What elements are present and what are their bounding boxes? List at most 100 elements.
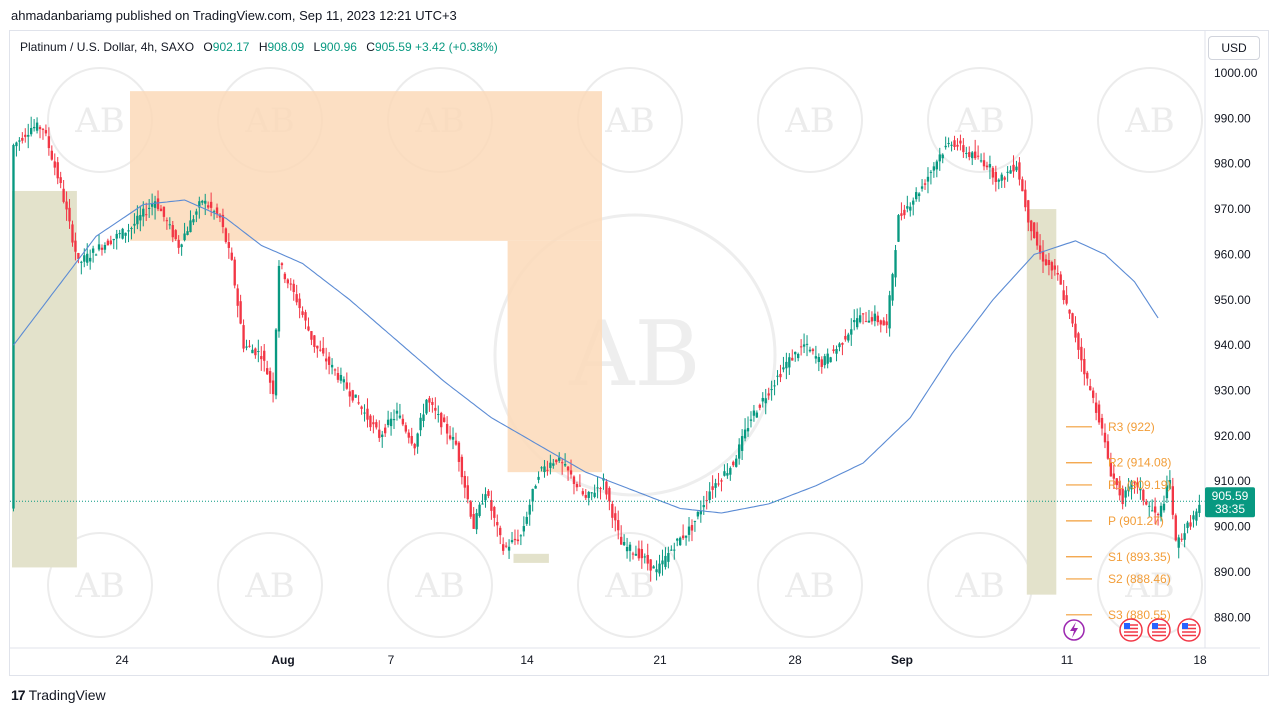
candle-body <box>537 476 540 480</box>
candle-body <box>133 223 136 226</box>
candle-body <box>932 166 936 171</box>
tradingview-logo[interactable]: 17 TradingView <box>11 687 106 703</box>
candle-body <box>891 274 894 301</box>
candle-body <box>912 200 915 205</box>
pivot-label-p: P (901.27) <box>1108 514 1164 528</box>
watermark-text: AB <box>604 101 655 141</box>
watermark-circle <box>217 532 323 638</box>
us-flag-icon[interactable] <box>1119 618 1143 642</box>
candle-body <box>1092 390 1095 398</box>
candle-body <box>490 500 493 511</box>
us-flag-icon[interactable] <box>1177 618 1201 642</box>
y-tick-label: 890.00 <box>1214 565 1251 579</box>
candle-body <box>466 485 469 500</box>
candle-body <box>398 415 402 418</box>
candle-body <box>77 252 80 259</box>
candle-body <box>254 348 257 356</box>
candle-body <box>89 257 92 262</box>
candle-body <box>502 544 505 551</box>
candle-body <box>1198 504 1201 513</box>
candle-body <box>1142 489 1145 501</box>
candle-body <box>684 535 688 538</box>
candle-body <box>298 298 301 309</box>
candle-body <box>1183 533 1186 540</box>
candle-body <box>929 171 933 173</box>
candle-body <box>1145 501 1148 505</box>
candle-body <box>596 487 599 489</box>
candle-body <box>805 343 809 345</box>
watermark-text: AB <box>784 566 835 606</box>
candle-body <box>1021 179 1024 192</box>
candle-body <box>673 549 676 551</box>
candle-body <box>808 349 812 352</box>
candle-body <box>681 535 685 539</box>
watermark-circle <box>757 67 863 173</box>
candle-body <box>475 513 478 530</box>
candle-body <box>1148 505 1151 507</box>
candle-body <box>21 137 24 141</box>
candle-body <box>1033 222 1036 239</box>
candle-body <box>776 375 779 377</box>
y-tick-label: 950.00 <box>1214 293 1251 307</box>
candle-body <box>230 252 233 260</box>
candle-body <box>614 513 617 521</box>
candle-body <box>693 520 697 522</box>
candle-body <box>758 404 761 408</box>
candle-body <box>201 200 204 203</box>
y-tick-label: 930.00 <box>1214 384 1251 398</box>
candle-body <box>640 549 643 559</box>
candle-body <box>307 326 310 331</box>
candle-body <box>590 492 593 494</box>
candle-body <box>670 549 673 551</box>
chart-frame[interactable] <box>9 30 1269 676</box>
candle-body <box>578 485 582 487</box>
candle-body <box>62 188 65 202</box>
candle-body <box>915 192 918 200</box>
watermark-circle <box>47 532 153 638</box>
candle-body <box>207 205 210 208</box>
candle-body <box>1115 478 1118 486</box>
candle-body <box>732 461 735 466</box>
candle-body <box>861 313 865 315</box>
y-tick-label: 980.00 <box>1214 157 1251 171</box>
candle-body <box>894 250 897 278</box>
candle-body <box>150 203 154 207</box>
candle-body <box>186 231 189 235</box>
currency-button[interactable]: USD <box>1208 36 1260 60</box>
candle-body <box>1015 166 1018 171</box>
candle-body <box>1065 295 1068 304</box>
candle-body <box>658 563 661 574</box>
candle-body <box>702 505 705 508</box>
candle-body <box>1186 522 1189 528</box>
candle-body <box>1103 432 1107 443</box>
candle-body <box>221 214 225 228</box>
last-price-value: 905.59 <box>1212 489 1249 503</box>
candle-body <box>617 520 620 531</box>
candle-body <box>974 151 977 159</box>
us-flag-icon[interactable] <box>1147 618 1171 642</box>
candle-body <box>448 435 452 439</box>
candle-body <box>1089 386 1092 391</box>
candle-body <box>428 398 431 403</box>
candle-body <box>484 494 487 501</box>
candle-body <box>516 539 520 542</box>
candle-body <box>1050 262 1054 271</box>
candle-body <box>257 351 260 353</box>
candle-body <box>994 171 997 182</box>
candle-body <box>366 408 369 420</box>
candle-body <box>319 349 322 351</box>
candle-body <box>384 427 387 434</box>
candle-body <box>1077 333 1080 350</box>
candle-body <box>363 412 366 414</box>
candle-body <box>779 373 782 378</box>
candle-body <box>271 380 275 395</box>
candle-body <box>549 462 552 468</box>
candle-body <box>437 414 440 416</box>
candle-body <box>1139 488 1142 491</box>
candle-body <box>664 555 667 567</box>
candle-body <box>1083 358 1086 375</box>
candle-body <box>687 526 691 535</box>
candle-body <box>726 473 729 476</box>
candle-body <box>1156 514 1160 516</box>
